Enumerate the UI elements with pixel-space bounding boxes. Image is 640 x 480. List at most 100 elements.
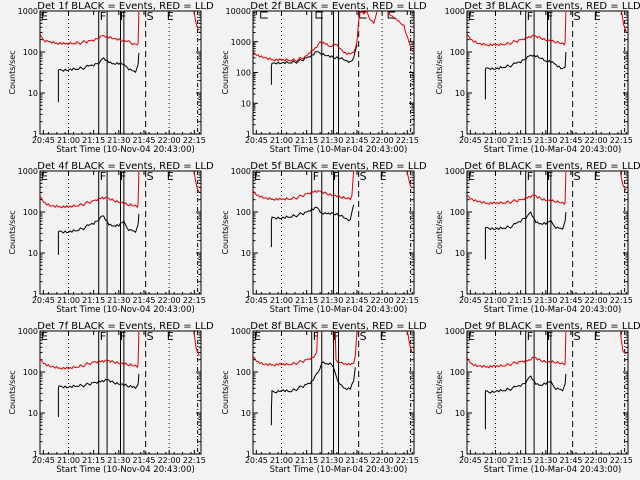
y-tick-label: 1 (33, 450, 38, 459)
x-tick-label: 22:15 (183, 456, 206, 465)
x-tick-label: 20:45 (459, 456, 482, 465)
y-tick-label: 1 (33, 130, 38, 139)
lld-series-line (193, 330, 200, 356)
x-axis-label: Start Time (10-Nov-04 20:43:00) (56, 305, 195, 315)
marker-label-f: F (527, 10, 533, 23)
x-tick-label: 21:00 (484, 296, 507, 305)
plot-title: Det 7f BLACK = Events, RED = LLD (37, 321, 214, 332)
marker-label-f: F (120, 170, 126, 183)
x-tick-label: 21:15 (82, 456, 105, 465)
x-tick-label: 22:15 (183, 136, 206, 145)
detector-plot-8: Det 8f BLACK = Events, RED = LLD 1 10 100 10… (221, 321, 427, 475)
plot-title: Det 8f BLACK = Events, RED = LLD (250, 321, 427, 332)
marker-label-c (387, 11, 396, 19)
y-tick-label: 10000 (226, 7, 251, 16)
marker-label-f: F (120, 330, 126, 343)
x-tick-label: 21:00 (270, 296, 293, 305)
y-axis-label: Counts/sec (221, 210, 230, 254)
marker-label-s: S (147, 330, 154, 343)
x-tick-label: 21:45 (132, 136, 155, 145)
x-tick-label: 21:30 (534, 296, 557, 305)
x-axis-label: Start Time (10-Nov-04 20:43:00) (56, 465, 195, 475)
plot-title: Det 4f BLACK = Events, RED = LLD (37, 161, 214, 172)
x-axis-label: Start Time (10-Mar-04 20:43:00) (484, 465, 622, 475)
x-axis-label: Start Time (10-Mar-04 20:43:00) (484, 305, 622, 315)
detector-plot-4: Det 4f BLACK = Events, RED = LLD 1 10 100 10… (8, 161, 214, 315)
x-tick-label: 21:15 (295, 136, 318, 145)
x-tick-label: 21:00 (57, 136, 80, 145)
y-tick-label: 1000 (231, 327, 251, 336)
x-tick-label: 21:15 (509, 456, 532, 465)
y-tick-label: 10 (455, 89, 465, 98)
y-axis-label: Counts/sec (221, 370, 230, 414)
marker-label-f: F (527, 330, 533, 343)
x-tick-label: 20:45 (245, 296, 268, 305)
y-tick-label: 10 (241, 409, 251, 418)
x-tick-label: 21:45 (345, 456, 368, 465)
y-axis-label: Counts/sec (8, 210, 17, 254)
events-series-line (484, 211, 567, 260)
detector-plot-7: Det 7f BLACK = Events, RED = LLD 1 10 100 10… (8, 321, 214, 475)
x-tick-label: 22:00 (371, 296, 394, 305)
lld-series-line (252, 330, 319, 367)
x-axis-label: Start Time (10-Mar-04 20:43:00) (270, 145, 408, 155)
x-tick-label: 21:15 (82, 296, 105, 305)
x-tick-label: 21:15 (295, 296, 318, 305)
marker-label-f: F (527, 170, 533, 183)
y-tick-label: 1000 (231, 38, 251, 47)
lld-series-line (334, 330, 358, 366)
x-tick-label: 21:30 (534, 136, 557, 145)
y-tick-label: 1 (246, 290, 251, 299)
events-series-line (270, 361, 356, 426)
y-tick-label: 100 (23, 208, 38, 217)
y-tick-label: 100 (450, 208, 465, 217)
detector-plot-9: Det 9f BLACK = Events, RED = LLD 1 10 100 10… (435, 321, 640, 475)
y-tick-label: 1000 (18, 167, 38, 176)
y-axis-label: Counts/sec (8, 50, 17, 94)
y-tick-label: 100 (236, 368, 251, 377)
y-tick-label: 1 (246, 130, 251, 139)
marker-label-e: E (594, 330, 601, 343)
y-tick-label: 1 (460, 130, 465, 139)
x-tick-label: 20:45 (245, 456, 268, 465)
marker-label-s: S (574, 170, 581, 183)
plot-title: Det 5f BLACK = Events, RED = LLD (250, 161, 427, 172)
marker-label-s: S (147, 170, 154, 183)
marker-label-e: E (468, 330, 475, 343)
y-tick-label: 1000 (445, 7, 465, 16)
y-tick-label: 100 (23, 48, 38, 57)
x-tick-label: 21:00 (484, 456, 507, 465)
detector-plot-1: Det 1f BLACK = Events, RED = LLD 1 10 100 10… (8, 1, 214, 155)
x-tick-label: 21:15 (82, 136, 105, 145)
marker-label-e: E (594, 170, 601, 183)
x-tick-label: 21:15 (509, 296, 532, 305)
x-tick-label: 22:15 (396, 296, 419, 305)
x-tick-label: 21:30 (107, 296, 130, 305)
lld-series-line (466, 330, 567, 369)
lld-series-line (466, 170, 567, 206)
y-tick-label: 1000 (231, 167, 251, 176)
x-tick-label: 21:00 (57, 296, 80, 305)
y-axis-label: Counts/sec (435, 370, 444, 414)
x-tick-label: 20:45 (32, 456, 55, 465)
detector-plot-3: Det 3f BLACK = Events, RED = LLD 1 10 100 10… (435, 1, 640, 155)
marker-label-e: E (41, 330, 48, 343)
x-tick-label: 20:45 (32, 296, 55, 305)
y-axis-label: Counts/sec (8, 370, 17, 414)
marker-label-s: S (574, 10, 581, 23)
events-series-line (270, 204, 355, 247)
lld-series-line (39, 330, 140, 370)
events-series-line (57, 373, 140, 417)
y-tick-label: 10 (28, 409, 38, 418)
x-tick-label: 21:00 (270, 456, 293, 465)
y-tick-label: 1000 (445, 327, 465, 336)
lld-series-line (252, 170, 356, 201)
y-tick-label: 1000 (18, 327, 38, 336)
x-tick-label: 21:30 (320, 456, 343, 465)
lld-series-line (39, 10, 140, 46)
y-tick-label: 10 (455, 409, 465, 418)
x-tick-label: 21:30 (320, 136, 343, 145)
x-tick-label: 21:45 (559, 136, 582, 145)
plot-title: Det 2f BLACK = Events, RED = LLD (250, 1, 427, 12)
marker-label-e: E (254, 170, 261, 183)
